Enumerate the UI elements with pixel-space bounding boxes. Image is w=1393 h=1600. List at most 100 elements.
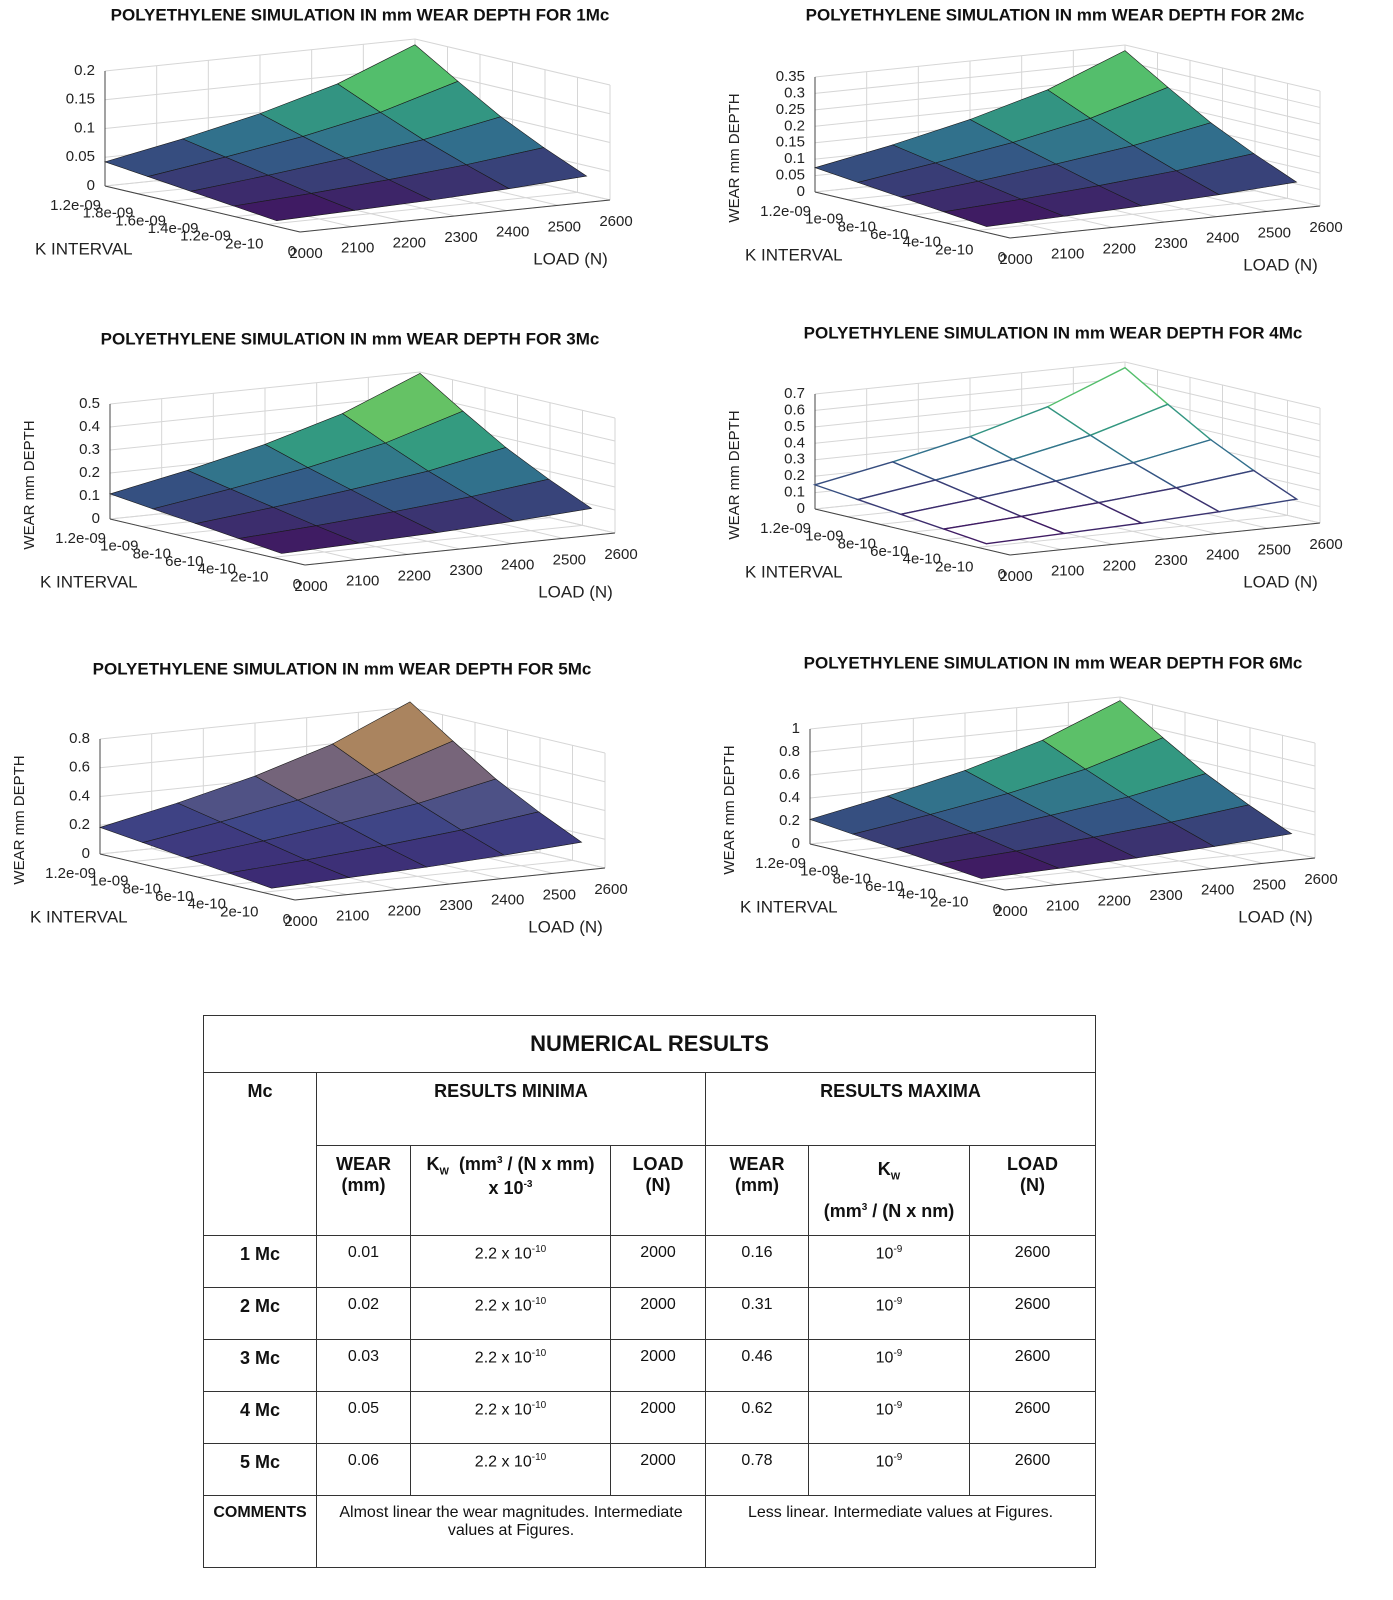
cell: 0.78 <box>705 1443 809 1496</box>
cell: 10-9 <box>808 1339 970 1392</box>
axis-line <box>294 867 606 901</box>
z-tick-label: 0 <box>797 500 805 517</box>
x-tick-label: 2000 <box>289 245 322 262</box>
k-tick-label: 1.2e-09 <box>50 197 101 214</box>
surface-patch <box>233 193 356 222</box>
x-tick-label: 2500 <box>543 886 576 903</box>
z-tick-label: 0 <box>792 835 800 852</box>
cell: 0.16 <box>705 1235 809 1288</box>
axis-line <box>814 508 1011 556</box>
grid-line <box>809 696 1121 730</box>
grid-line <box>814 60 1126 94</box>
k-tick-label: 2e-10 <box>930 893 968 910</box>
z-tick-label: 0.4 <box>79 418 100 435</box>
cell: 2600 <box>969 1443 1096 1496</box>
z-tick-label: 0.1 <box>74 119 95 136</box>
k-tick-label: 1.8e-09 <box>83 205 134 222</box>
mc-header: Mc <box>203 1072 317 1236</box>
z-tick-label: 0.2 <box>74 62 95 79</box>
cell: 0.01 <box>316 1235 411 1288</box>
z-tick-label: 0.05 <box>66 148 95 165</box>
text: -9 <box>893 1400 903 1411</box>
x-tick-label: 2300 <box>1154 552 1187 569</box>
k-tick-label: 8e-10 <box>133 545 171 562</box>
grid-line <box>267 191 578 225</box>
header: WEAR (mm) <box>705 1145 809 1236</box>
x-tick-label: 2600 <box>604 546 637 563</box>
x-tick-label: 2300 <box>439 897 472 914</box>
x-tick-label: 2100 <box>346 573 379 590</box>
k-tick-label: 6e-10 <box>865 878 903 895</box>
k-tick-label: 1.2e-09 <box>755 855 806 872</box>
k-tick-label: 6e-10 <box>155 888 193 905</box>
grid-line <box>414 38 611 86</box>
x-tick-label: 2400 <box>496 224 529 241</box>
text: 2.2 x 10 <box>474 1453 532 1471</box>
grid-line <box>1124 361 1321 409</box>
cell: 0.62 <box>705 1391 809 1444</box>
cell: 2600 <box>969 1391 1096 1444</box>
text: LOAD <box>632 1154 684 1174</box>
z-tick-label: 0.15 <box>66 91 95 108</box>
z-tick-label: 0.2 <box>79 464 100 481</box>
text: W <box>890 1171 901 1183</box>
z-tick-label: 0.2 <box>784 467 805 484</box>
x-tick-label: 2600 <box>599 213 632 230</box>
cell: 2600 <box>969 1287 1096 1340</box>
k-tick-label: 2e-10 <box>225 235 263 252</box>
text: (mm <box>458 1154 497 1174</box>
comments-min: Almost linear the wear magnitudes. Inter… <box>316 1495 706 1568</box>
z-tick-label: 0 <box>87 177 95 194</box>
x-tick-label: 2600 <box>1309 219 1342 236</box>
cell: 2.2 x 10-10 <box>410 1287 611 1340</box>
z-tick-label: 0.7 <box>784 385 805 402</box>
cell: 2.2 x 10-10 <box>410 1391 611 1444</box>
axis-line <box>299 199 611 233</box>
chart-title: POLYETHYLENE SIMULATION IN mm WEAR DEPTH… <box>806 5 1305 24</box>
k-tick-label: 2e-10 <box>935 558 973 575</box>
z-tick-label: 0.6 <box>779 766 800 783</box>
grid-line <box>1119 696 1316 744</box>
text: -9 <box>893 1452 903 1463</box>
k-tick-label: 1.6e-09 <box>115 212 166 229</box>
axis-line <box>814 191 1011 239</box>
x-axis-label: LOAD (N) <box>1238 907 1313 926</box>
comments-max: Less linear. Intermediate values at Figu… <box>705 1495 1096 1568</box>
text: 2.2 x 10 <box>474 1349 532 1367</box>
x-tick-label: 2600 <box>1304 871 1337 888</box>
x-tick-label: 2000 <box>994 903 1027 920</box>
cell: 0.02 <box>316 1287 411 1340</box>
text: (N) <box>1020 1175 1045 1195</box>
cell: 2000 <box>610 1391 706 1444</box>
z-tick-label: 0.05 <box>776 167 805 184</box>
header: WEAR (mm) <box>316 1145 411 1236</box>
k-tick-label: 1.2e-09 <box>760 203 811 220</box>
k-axis-label: K INTERVAL <box>740 897 838 916</box>
x-tick-label: 2600 <box>594 881 627 898</box>
cell: 2600 <box>969 1339 1096 1392</box>
text: 10 <box>875 1297 894 1315</box>
x-tick-label: 2200 <box>398 567 431 584</box>
grid-line <box>104 38 416 72</box>
text: 3 <box>861 1201 868 1213</box>
grid-line <box>1124 377 1321 425</box>
axis-line <box>809 843 1006 891</box>
axis-line <box>109 518 306 566</box>
z-tick-label: 0.5 <box>79 395 100 412</box>
text: -10 <box>531 1348 547 1359</box>
x-tick-label: 2000 <box>999 568 1032 585</box>
surface-patch <box>938 850 1061 879</box>
text: WEAR <box>729 1154 785 1174</box>
x-tick-label: 2100 <box>1046 898 1079 915</box>
x-tick-label: 2300 <box>1149 887 1182 904</box>
k-tick-label: 1e-09 <box>805 528 843 545</box>
z-tick-label: 0.15 <box>776 134 805 151</box>
text: -9 <box>893 1244 903 1255</box>
k-tick-label: 4e-10 <box>188 896 226 913</box>
axis-line <box>1009 205 1321 239</box>
cell: 5 Mc <box>203 1443 317 1496</box>
k-tick-label: 8e-10 <box>838 218 876 235</box>
x-tick-label: 2500 <box>548 218 581 235</box>
chart-title: POLYETHYLENE SIMULATION IN mm WEAR DEPTH… <box>804 653 1303 672</box>
k-tick-label: 4e-10 <box>898 886 936 903</box>
